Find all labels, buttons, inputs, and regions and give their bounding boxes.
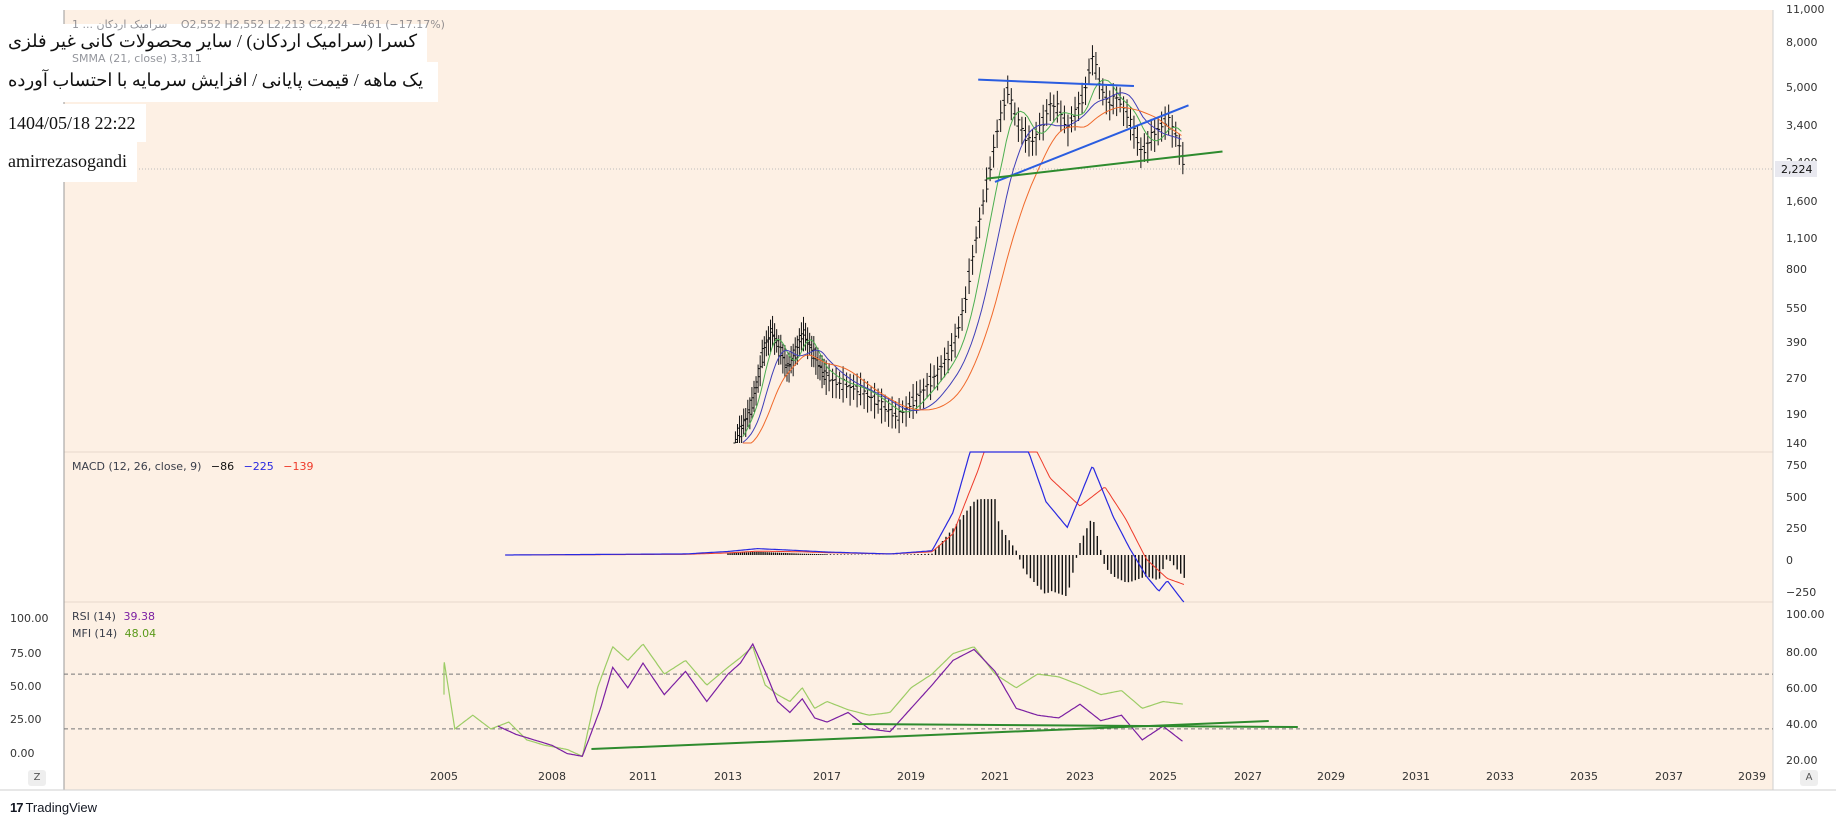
price-tick-label: 190	[1786, 408, 1807, 421]
price-tick-label: 270	[1786, 372, 1807, 385]
price-tick-label: 140	[1786, 437, 1807, 450]
time-tick-label: 2037	[1655, 770, 1683, 783]
macd-pane-bg	[64, 452, 1773, 602]
rsi-value: 39.38	[123, 610, 155, 623]
time-tick-label: 2013	[714, 770, 742, 783]
scale-a-button[interactable]: A	[1800, 770, 1818, 786]
timestamp-note: 1404/05/18 22:22	[0, 104, 146, 142]
sma-long-line	[742, 106, 1182, 444]
last-price-label: 2,224	[1781, 163, 1813, 176]
scale-a-label: A	[1805, 772, 1813, 783]
time-tick-label: 2021	[981, 770, 1009, 783]
author-note: amirrezasogandi	[0, 142, 137, 182]
macd-signal-value: −139	[283, 460, 314, 473]
smma-legend: SMMA (21, close) 3,311	[72, 52, 202, 65]
macd-line-value: −225	[243, 460, 274, 473]
osc-right-tick-label: 40.00	[1786, 718, 1818, 731]
macd-tick-label: 0	[1786, 554, 1793, 567]
price-tick-label: 5,000	[1786, 81, 1818, 94]
scale-z-button[interactable]: Z	[28, 770, 46, 786]
mfi-title: MFI (14)	[72, 627, 118, 640]
rising-trendline	[994, 104, 1189, 183]
osc-right-tick-label: 100.00	[1786, 608, 1825, 621]
chart-settings-note: یک ماهه / قیمت پایانی / افزایش سرمایه با…	[0, 62, 438, 102]
price-tick-label: 1,600	[1786, 195, 1818, 208]
time-tick-label: 2011	[629, 770, 657, 783]
tradingview-logo-text: TradingView	[25, 800, 98, 815]
symbol-title-note: کسرا (سرامیک اردکان) / سایر محصولات کانی…	[0, 24, 428, 62]
osc-right-tick-label: 20.00	[1786, 754, 1818, 767]
ohlc-legend: 1 ... سرامیک اردکان O2,552 H2,552 L2,213…	[72, 18, 445, 31]
price-tick-label: 3,400	[1786, 119, 1818, 132]
smma-value: SMMA (21, close) 3,311	[72, 52, 202, 65]
time-tick-label: 2008	[538, 770, 566, 783]
rsi-flat-trendline	[852, 723, 1298, 728]
mfi-value: 48.04	[124, 627, 157, 640]
time-tick-label: 2033	[1486, 770, 1514, 783]
macd-title: MACD (12, 26, close, 9)	[72, 460, 202, 473]
author-text: amirrezasogandi	[8, 151, 127, 171]
support-trendline	[986, 150, 1223, 180]
time-tick-label: 2023	[1066, 770, 1094, 783]
time-tick-label: 2017	[813, 770, 841, 783]
rsi-legend: RSI (14) 39.38	[72, 610, 155, 623]
rsi-line	[497, 642, 1183, 757]
last-price-tag	[1775, 161, 1817, 177]
osc-left-tick-label: 25.00	[10, 713, 42, 726]
ohlc-symbol: 1 ... سرامیک اردکان	[72, 18, 168, 31]
osc-pane-bg	[64, 602, 1773, 790]
price-tick-label: 11,000	[1786, 3, 1825, 16]
osc-left-tick-label: 0.00	[10, 747, 35, 760]
sma-short-line	[742, 79, 1182, 437]
osc-left-tick-label: 100.00	[10, 612, 49, 625]
rsi-title: RSI (14)	[72, 610, 116, 623]
macd-tick-label: −250	[1786, 586, 1816, 599]
time-tick-label: 2029	[1317, 770, 1345, 783]
macd-tick-label: 250	[1786, 522, 1807, 535]
osc-left-tick-label: 75.00	[10, 647, 42, 660]
osc-right-tick-label: 60.00	[1786, 682, 1818, 695]
osc-right-tick-label: 80.00	[1786, 646, 1818, 659]
time-tick-label: 2005	[430, 770, 458, 783]
time-tick-label: 2027	[1234, 770, 1262, 783]
resistance-trendline	[978, 78, 1134, 88]
price-tick-label: 800	[1786, 263, 1807, 276]
mfi-line	[443, 643, 1183, 757]
macd-hist-value: −86	[210, 460, 235, 473]
price-tick-label: 8,000	[1786, 36, 1818, 49]
sma-mid-line	[742, 92, 1182, 443]
macd-line	[505, 451, 1185, 603]
macd-tick-label: 500	[1786, 491, 1807, 504]
time-tick-label: 2035	[1570, 770, 1598, 783]
macd-tick-label: 750	[1786, 459, 1807, 472]
time-tick-label: 2039	[1738, 770, 1766, 783]
price-tick-label: 390	[1786, 336, 1807, 349]
time-tick-label: 2025	[1149, 770, 1177, 783]
macd-histogram	[727, 499, 1185, 596]
scale-z-label: Z	[33, 772, 41, 783]
tradingview-logo-icon: 17	[10, 800, 24, 815]
mfi-legend: MFI (14) 48.04	[72, 627, 156, 640]
ohlc-values: O2,552 H2,552 L2,213 C2,224 −461 (−17.17…	[180, 18, 445, 31]
price-tick-label: 550	[1786, 302, 1807, 315]
price-tick-label: 1,100	[1786, 232, 1818, 245]
time-tick-label: 2031	[1402, 770, 1430, 783]
symbol-title-text: کسرا (سرامیک اردکان) / سایر محصولات کانی…	[8, 31, 418, 51]
chart-settings-text: یک ماهه / قیمت پایانی / افزایش سرمایه با…	[8, 70, 424, 90]
time-tick-label: 2019	[897, 770, 925, 783]
osc-left-tick-label: 50.00	[10, 680, 42, 693]
timestamp-text: 1404/05/18 22:22	[8, 113, 136, 133]
macd-legend: MACD (12, 26, close, 9) −86 −225 −139	[72, 460, 314, 473]
tradingview-logo[interactable]: 17 TradingView	[10, 800, 97, 815]
